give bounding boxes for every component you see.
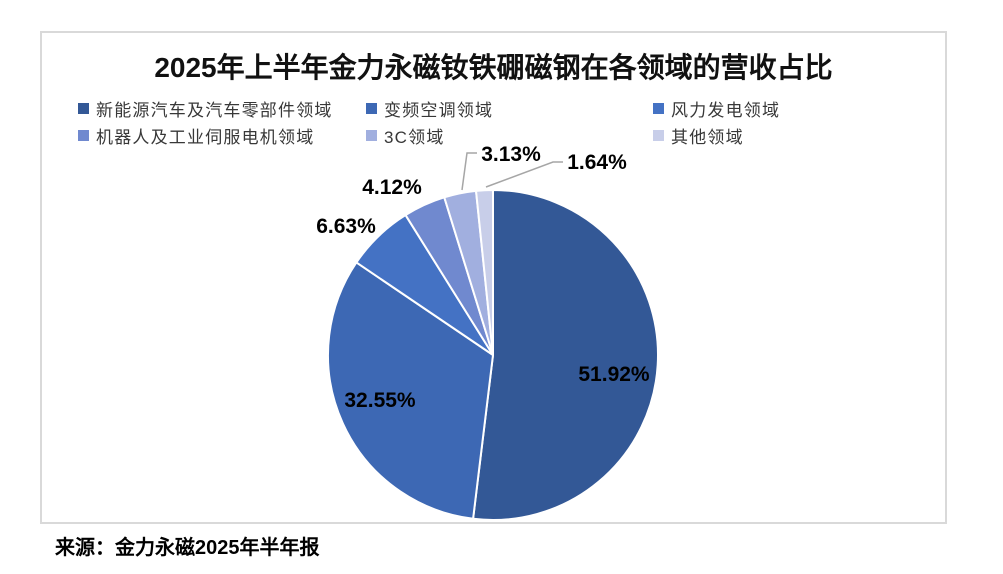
pie-slice: [472, 189, 659, 521]
pie-data-label: 3.13%: [481, 143, 541, 166]
legend-label: 机器人及工业伺服电机领域: [96, 128, 315, 147]
pie-data-label: 32.55%: [344, 389, 416, 412]
pie-data-label: 6.63%: [316, 215, 376, 238]
pie-slice: [475, 189, 494, 356]
legend-label: 新能源汽车及汽车零部件领域: [96, 101, 333, 120]
legend-item: 变频空调领域: [366, 96, 653, 121]
legend-item: 新能源汽车及汽车零部件领域: [78, 96, 366, 121]
legend-swatch-icon: [653, 130, 664, 141]
leader-line: [485, 161, 563, 188]
source-note: 来源：金力永磁2025年半年报: [55, 537, 320, 559]
legend-item: 3C领域: [366, 123, 653, 148]
pie-data-label: 1.64%: [567, 151, 627, 174]
pie-data-label: 51.92%: [578, 363, 650, 386]
legend-row: 新能源汽车及汽车零部件领域 变频空调领域 风力发电领域: [78, 95, 928, 122]
legend-swatch-icon: [78, 103, 89, 114]
chart-legend: 新能源汽车及汽车零部件领域 变频空调领域 风力发电领域机器人及工业伺服电机领域 3C领…: [78, 95, 928, 149]
legend-label: 3C领域: [384, 128, 445, 147]
legend-label: 变频空调领域: [384, 101, 494, 120]
legend-item: 风力发电领域: [653, 96, 913, 121]
legend-swatch-icon: [653, 103, 664, 114]
legend-swatch-icon: [78, 130, 89, 141]
legend-row: 机器人及工业伺服电机领域 3C领域 其他领域: [78, 122, 928, 149]
legend-item: 机器人及工业伺服电机领域: [78, 123, 366, 148]
legend-label: 其他领域: [671, 128, 744, 147]
legend-swatch-icon: [366, 103, 377, 114]
leader-line: [461, 152, 477, 191]
pie-data-label: 4.12%: [362, 176, 422, 199]
pie-slice: [327, 261, 494, 520]
legend-label: 风力发电领域: [671, 101, 781, 120]
legend-swatch-icon: [366, 130, 377, 141]
legend-item: 其他领域: [653, 123, 913, 148]
chart-title: 2025年上半年金力永磁钕铁硼磁钢在各领域的营收占比: [154, 52, 833, 83]
